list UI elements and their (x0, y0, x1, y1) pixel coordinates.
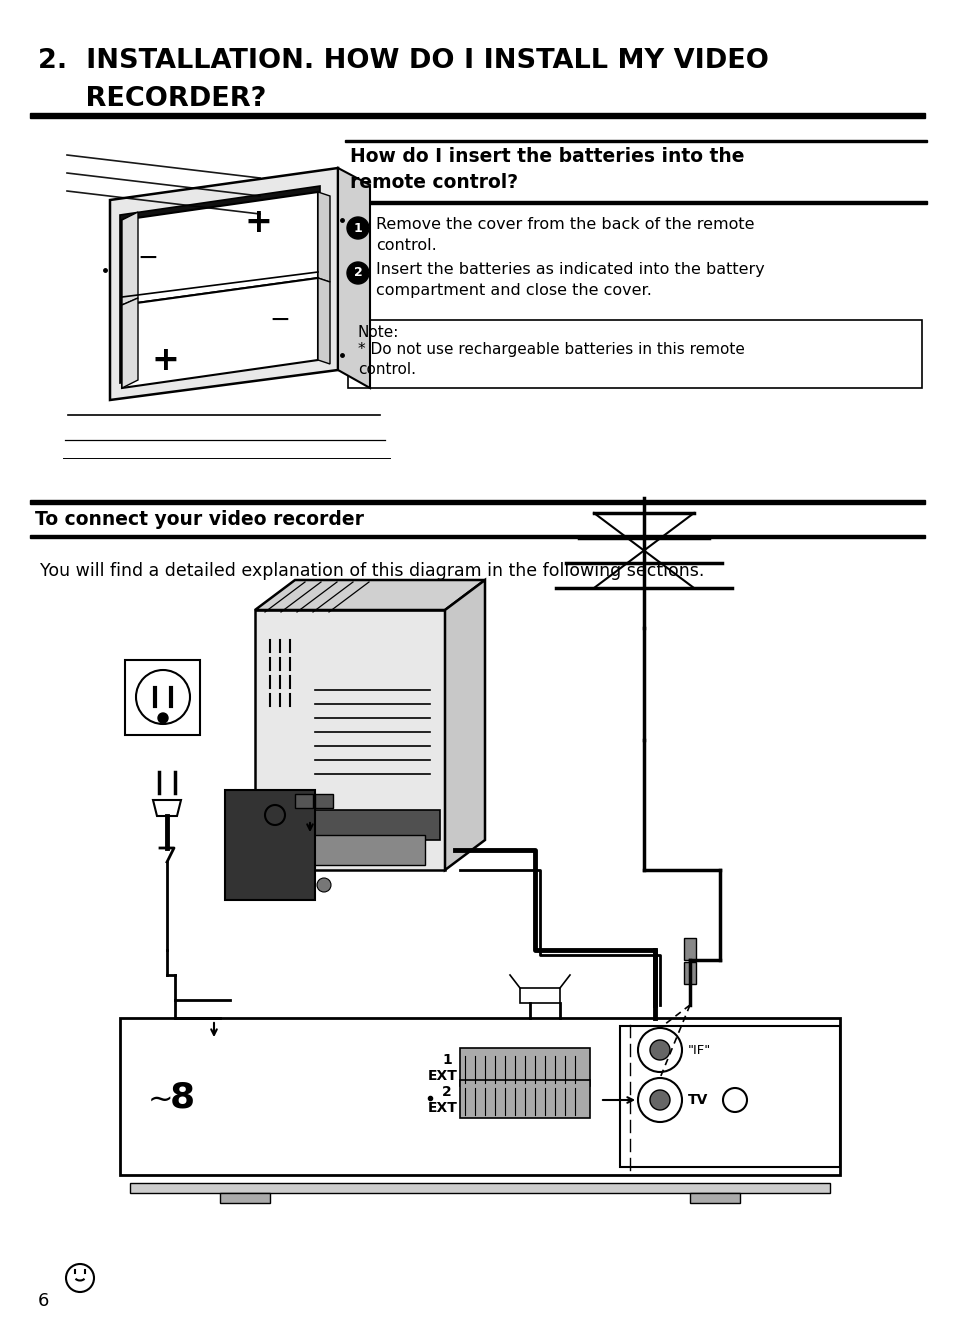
Circle shape (347, 217, 369, 239)
Circle shape (158, 713, 168, 722)
Text: control.: control. (375, 238, 436, 253)
Polygon shape (519, 988, 559, 1003)
Text: 1: 1 (354, 221, 362, 234)
Bar (314, 794, 333, 808)
Text: 6: 6 (38, 1293, 50, 1310)
Bar (459, 1080, 589, 1118)
Circle shape (273, 878, 287, 892)
Circle shape (316, 878, 331, 892)
Bar (220, 1193, 270, 1203)
Polygon shape (122, 192, 317, 306)
Polygon shape (120, 187, 319, 382)
Polygon shape (225, 790, 314, 900)
Text: −: − (137, 246, 158, 270)
Bar (120, 1017, 840, 1175)
Polygon shape (122, 298, 138, 388)
Polygon shape (274, 835, 424, 865)
Circle shape (294, 878, 309, 892)
Text: 2: 2 (354, 266, 362, 279)
Text: EXT: EXT (428, 1101, 457, 1115)
Text: 1: 1 (441, 1053, 452, 1068)
Text: * Do not use rechargeable batteries in this remote: * Do not use rechargeable batteries in t… (357, 343, 744, 357)
Circle shape (649, 1090, 669, 1110)
Bar (345, 201, 926, 204)
Text: +: + (151, 344, 179, 377)
Polygon shape (254, 579, 484, 610)
Text: How do I insert the batteries into the: How do I insert the batteries into the (350, 147, 743, 165)
Text: −: − (269, 308, 291, 332)
Polygon shape (152, 800, 181, 816)
Text: 2: 2 (441, 1085, 452, 1099)
Bar (689, 1193, 740, 1203)
Polygon shape (337, 168, 370, 388)
Text: Remove the cover from the back of the remote: Remove the cover from the back of the re… (375, 217, 754, 232)
Polygon shape (122, 212, 138, 306)
Text: control.: control. (357, 363, 416, 377)
Bar (130, 1183, 829, 1193)
Bar (683, 938, 696, 960)
Text: ~: ~ (148, 1085, 173, 1114)
Bar (683, 962, 696, 984)
Bar (619, 1027, 840, 1167)
Text: TV: TV (687, 1093, 708, 1107)
Bar (459, 1048, 589, 1086)
Bar (30, 112, 924, 118)
Bar (30, 500, 924, 504)
Text: remote control?: remote control? (350, 173, 517, 192)
Circle shape (270, 810, 280, 820)
Bar (294, 794, 313, 808)
Text: EXT: EXT (428, 1069, 457, 1084)
Polygon shape (254, 610, 444, 871)
Text: "IF": "IF" (687, 1044, 711, 1057)
Text: RECORDER?: RECORDER? (38, 86, 266, 112)
Polygon shape (317, 278, 330, 364)
Circle shape (649, 1040, 669, 1060)
Text: 8: 8 (170, 1081, 195, 1115)
Polygon shape (444, 579, 484, 871)
Polygon shape (260, 810, 439, 840)
Text: Insert the batteries as indicated into the battery: Insert the batteries as indicated into t… (375, 262, 764, 277)
Text: To connect your video recorder: To connect your video recorder (35, 509, 364, 529)
Polygon shape (110, 168, 337, 400)
Polygon shape (122, 278, 317, 388)
Text: +: + (244, 205, 272, 238)
Text: compartment and close the cover.: compartment and close the cover. (375, 283, 651, 298)
Bar (345, 140, 926, 142)
Polygon shape (317, 192, 330, 282)
Text: You will find a detailed explanation of this diagram in the following sections.: You will find a detailed explanation of … (40, 562, 703, 579)
Bar (125, 660, 200, 736)
Circle shape (347, 262, 369, 284)
Text: 2.  INSTALLATION. HOW DO I INSTALL MY VIDEO: 2. INSTALLATION. HOW DO I INSTALL MY VID… (38, 48, 768, 74)
Text: Note:: Note: (357, 325, 399, 340)
Bar (30, 534, 924, 538)
Bar (348, 320, 921, 388)
